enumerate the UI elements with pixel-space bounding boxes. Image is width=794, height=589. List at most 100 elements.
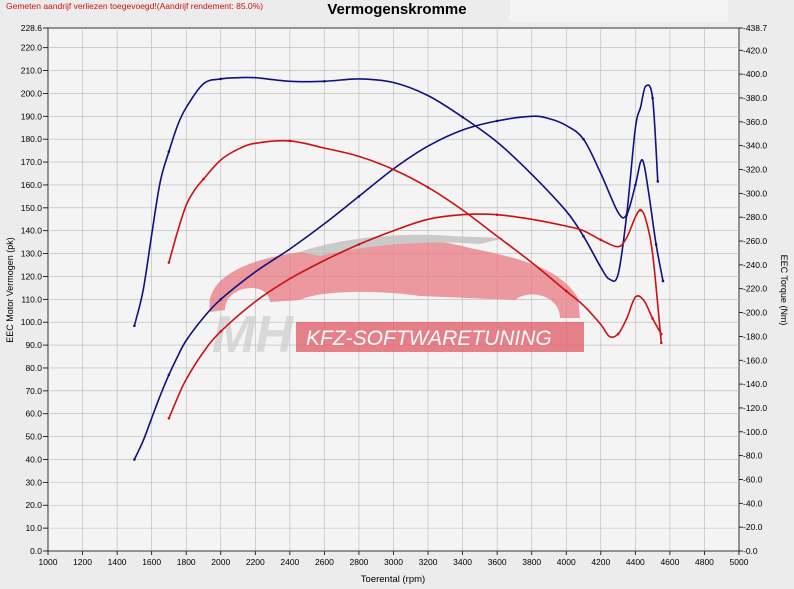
y-tick-label-left: 170.0 [21, 157, 43, 167]
y-tick-label-left: 60.0 [25, 409, 42, 419]
y-tick-label-left: 140.0 [21, 226, 43, 236]
watermark-banner [296, 322, 584, 352]
y-tick-label-right: -40.0 [743, 498, 763, 508]
x-tick-label: 4600 [660, 557, 679, 567]
y-tick-label-left: 228.6 [21, 23, 43, 33]
drive-loss-notice: Gemeten aandrijf verliezen toegevoegd!(A… [6, 1, 264, 11]
x-tick-label: 3400 [453, 557, 472, 567]
tuned-torque-point [651, 96, 654, 100]
x-tick-label: 2600 [315, 557, 334, 567]
tuned-torque-point [167, 150, 171, 153]
y-tick-label-left: 10.0 [25, 523, 42, 533]
x-tick-label: 5000 [730, 557, 749, 567]
tuned-power-point [219, 298, 223, 301]
x-tick-label: 1200 [73, 557, 92, 567]
original-torque-point [426, 186, 430, 189]
x-tick-label: 2000 [211, 557, 230, 567]
y-tick-label-right: -360.0 [743, 117, 767, 127]
x-tick-label: 3600 [488, 557, 507, 567]
y-tick-label-left: 120.0 [21, 271, 43, 281]
watermark-roof-stripe [300, 234, 505, 256]
tuned-torque-point [133, 324, 136, 328]
x-tick-label: 2200 [246, 557, 265, 567]
x-tick-label: 3800 [522, 557, 541, 567]
tuned-power-point [634, 183, 637, 187]
y-tick-label-left: 80.0 [25, 363, 42, 373]
tuned-torque-line [133, 76, 659, 326]
series-layer [133, 76, 665, 461]
y-tick-label-right: -60.0 [743, 474, 763, 484]
original-power-point [599, 238, 603, 242]
x-tick-label: 3200 [419, 557, 438, 567]
original-power-point [357, 243, 361, 246]
y-tick-label-right: -80.0 [743, 451, 763, 461]
y-tick-label-right: -220.0 [743, 284, 767, 294]
original-torque-point [167, 261, 171, 264]
tuned-torque-point [461, 115, 464, 119]
right-axis-ticks: -0.0 -20.0 -40.0 -60.0 -80.0 -100.0 -120.0 -140… [739, 23, 767, 556]
y-tick-label-right: -240.0 [743, 260, 767, 270]
y-tick-label-right: -160.0 [743, 355, 767, 365]
tuned-power-point [167, 373, 171, 377]
watermark-logo: MH KFZ-SOFTWARETUNING [209, 234, 584, 364]
original-power-point [639, 208, 642, 212]
y-tick-label-right: -100.0 [743, 427, 767, 437]
y-tick-label-right: -320.0 [743, 165, 767, 175]
original-torque-point [651, 317, 654, 320]
x-tick-label: 1000 [39, 557, 58, 567]
x-tick-label: 1600 [142, 557, 161, 567]
original-torque-line [168, 139, 662, 338]
x-tick-label: 4200 [591, 557, 610, 567]
y-tick-label-right: -140.0 [743, 379, 767, 389]
bottom-axis-ticks: 1000 1200 1400 1600 1800 2000 2200 2400 2600 2800… [39, 551, 749, 567]
original-torque-point [288, 139, 292, 143]
y-tick-label-left: 30.0 [25, 477, 42, 487]
x-tick-label: 2400 [280, 557, 299, 567]
y-tick-label-right: -420.0 [743, 45, 767, 55]
watermark-logo-letters: MH [212, 306, 294, 364]
y-tick-label-right: -380.0 [743, 93, 767, 103]
watermark-car-silhouette [209, 238, 580, 318]
tuned-torque-point [219, 77, 223, 81]
y-tick-label-right: -280.0 [743, 212, 767, 222]
y-tick-label-left: 180.0 [21, 134, 43, 144]
tuned-torque-point [323, 80, 326, 83]
y-tick-label-left: 200.0 [21, 88, 43, 98]
y-tick-label-left: 130.0 [21, 249, 43, 259]
y-tick-label-left: 0.0 [30, 546, 42, 556]
y-tick-label-right: -120.0 [743, 403, 767, 413]
x-tick-label: 1400 [108, 557, 127, 567]
y-tick-label-left: 160.0 [21, 180, 43, 190]
tuned-power-point [661, 279, 665, 283]
original-power-point [660, 341, 663, 345]
y-tick-label-left: 50.0 [25, 432, 42, 442]
original-power-point [167, 417, 171, 420]
tuned-torque-point [656, 180, 660, 183]
original-power-point [219, 330, 223, 333]
y-tick-label-right: -20.0 [743, 522, 763, 532]
y-tick-label-left: 220.0 [21, 43, 43, 53]
tuned-power-point [133, 458, 136, 461]
title-bar-panel [510, 0, 728, 22]
y-tick-label-right: -180.0 [743, 331, 767, 341]
x-tick-label: 4800 [695, 557, 714, 567]
y-tick-label-right: -260.0 [743, 236, 767, 246]
x-tick-label: 4400 [626, 557, 645, 567]
tuned-power-point [582, 137, 585, 141]
original-power-line [168, 209, 663, 419]
y-tick-label-left: 190.0 [21, 111, 43, 121]
y-tick-label-right: -0.0 [743, 546, 758, 556]
original-power-point [495, 213, 499, 216]
y-tick-label-left: 150.0 [21, 203, 43, 213]
original-torque-point [616, 332, 620, 336]
y-tick-label-right: -340.0 [743, 141, 767, 151]
tuned-torque-point [582, 235, 585, 238]
x-tick-label: 3000 [384, 557, 403, 567]
y-tick-label-left: 210.0 [21, 66, 43, 76]
x-tick-label: 1800 [177, 557, 196, 567]
y-tick-label-right: -400.0 [743, 69, 767, 79]
original-torque-point [565, 289, 568, 293]
x-tick-label: 2800 [349, 557, 368, 567]
